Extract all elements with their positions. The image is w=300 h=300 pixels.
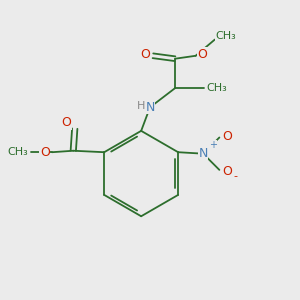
Text: H: H bbox=[137, 101, 146, 111]
Text: +: + bbox=[208, 140, 217, 150]
Text: O: O bbox=[141, 48, 151, 61]
Text: CH₃: CH₃ bbox=[216, 31, 236, 41]
Text: CH₃: CH₃ bbox=[206, 83, 227, 93]
Text: CH₃: CH₃ bbox=[7, 147, 28, 157]
Text: N: N bbox=[199, 147, 208, 160]
Text: O: O bbox=[222, 130, 232, 142]
Text: N: N bbox=[145, 101, 155, 114]
Text: O: O bbox=[197, 48, 207, 61]
Text: O: O bbox=[222, 165, 232, 178]
Text: O: O bbox=[61, 116, 71, 129]
Text: O: O bbox=[40, 146, 50, 159]
Text: -: - bbox=[234, 171, 238, 181]
